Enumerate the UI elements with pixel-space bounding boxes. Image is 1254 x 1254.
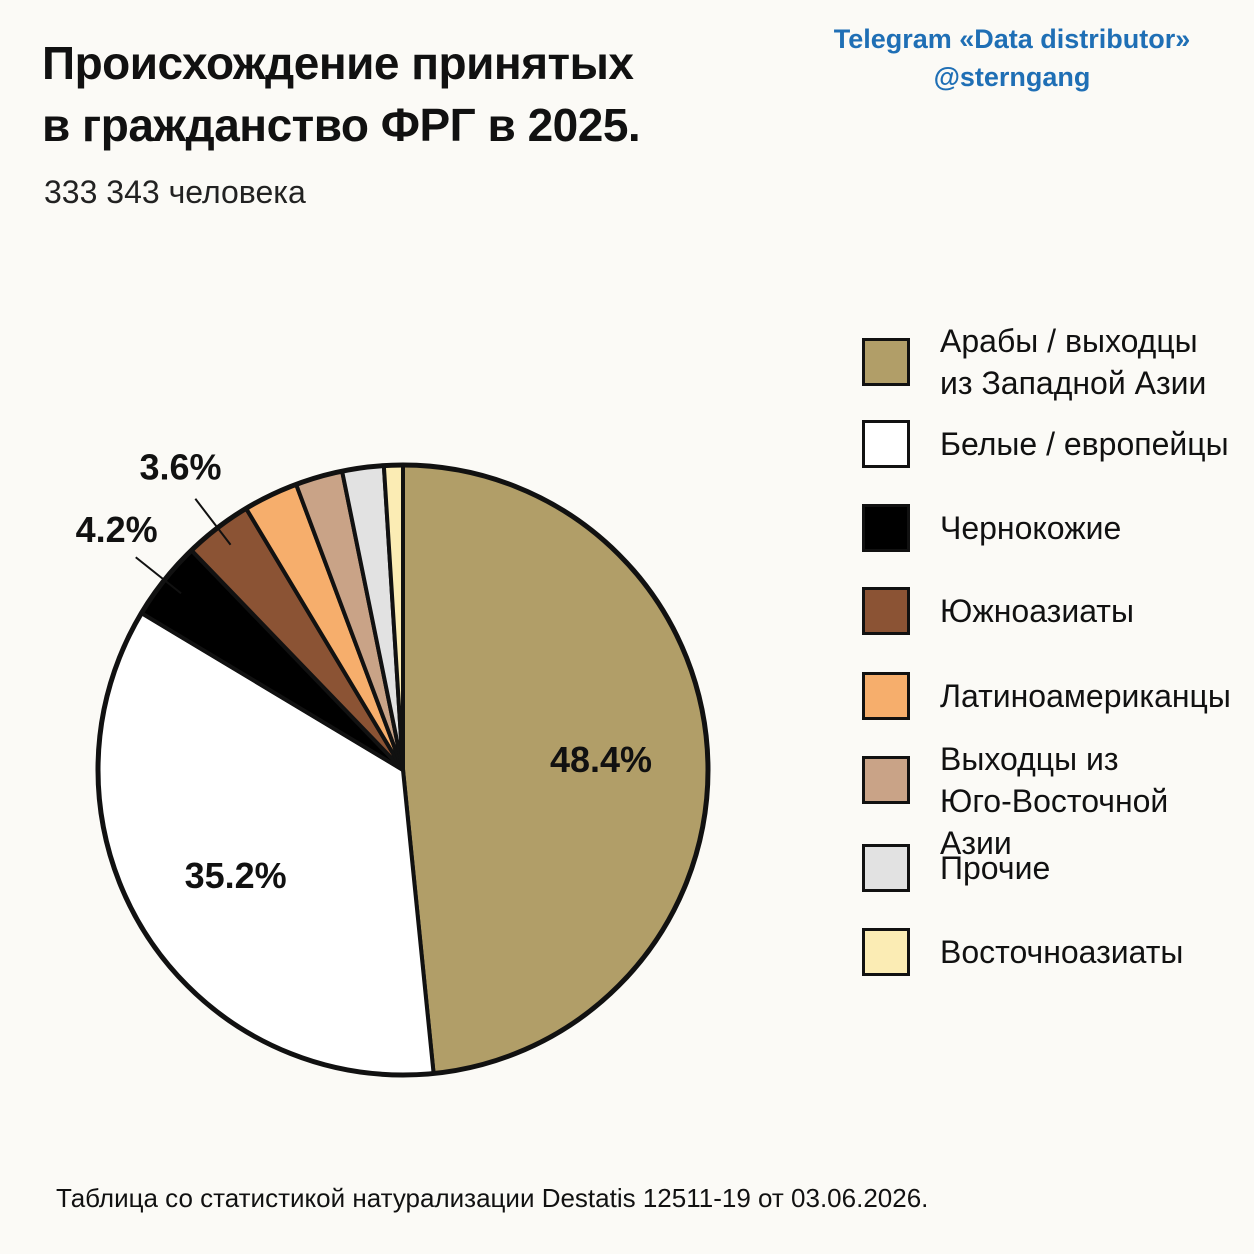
legend-label: Чернокожие [940, 510, 1122, 546]
chart-legend: Арабы / выходцы из Западной Азии Белые / … [862, 0, 1242, 1254]
telegram-handle: @sterngang [933, 62, 1091, 92]
legend-swatch [862, 338, 910, 386]
legend-swatch [862, 928, 910, 976]
legend-swatch [862, 844, 910, 892]
leader-line-4 [194, 498, 232, 546]
legend-label: Латиноамериканцы [940, 678, 1231, 714]
data-label-2: 35.2% [185, 855, 287, 896]
chart-title-line-2: в гражданство ФРГ в 2025. [42, 99, 641, 151]
legend-label: Арабы / выходцы из Западной Азии [940, 323, 1207, 401]
chart-title: Происхождение принятых в гражданство ФРГ… [42, 32, 742, 156]
legend-swatch [862, 672, 910, 720]
data-label-4: 3.6% [139, 446, 221, 487]
chart-title-line-1: Происхождение принятых [42, 37, 634, 89]
telegram-credit: Telegram «Data distributor» @sterngang [802, 20, 1222, 96]
legend-swatch [862, 420, 910, 468]
legend-label: Прочие [940, 850, 1051, 886]
legend-label: Восточноазиаты [940, 934, 1184, 970]
legend-label: Белые / европейцы [940, 426, 1229, 462]
legend-swatch [862, 504, 910, 552]
data-label-1: 48.4% [550, 739, 652, 780]
chart-subtitle: 333 343 человека [44, 174, 306, 210]
legend-swatch [862, 756, 910, 804]
legend-label: Южноазиаты [940, 593, 1134, 629]
legend-swatch [862, 587, 910, 635]
pie-outline [95, 462, 711, 1078]
telegram-channel: Telegram «Data distributor» [833, 24, 1191, 54]
source-note: Таблица со статистикой натурализации Des… [56, 1183, 929, 1213]
legend-label: Выходцы из Юго-Восточной Азии [940, 741, 1169, 861]
data-label-3: 4.2% [76, 509, 158, 550]
leader-line-3 [135, 556, 182, 595]
